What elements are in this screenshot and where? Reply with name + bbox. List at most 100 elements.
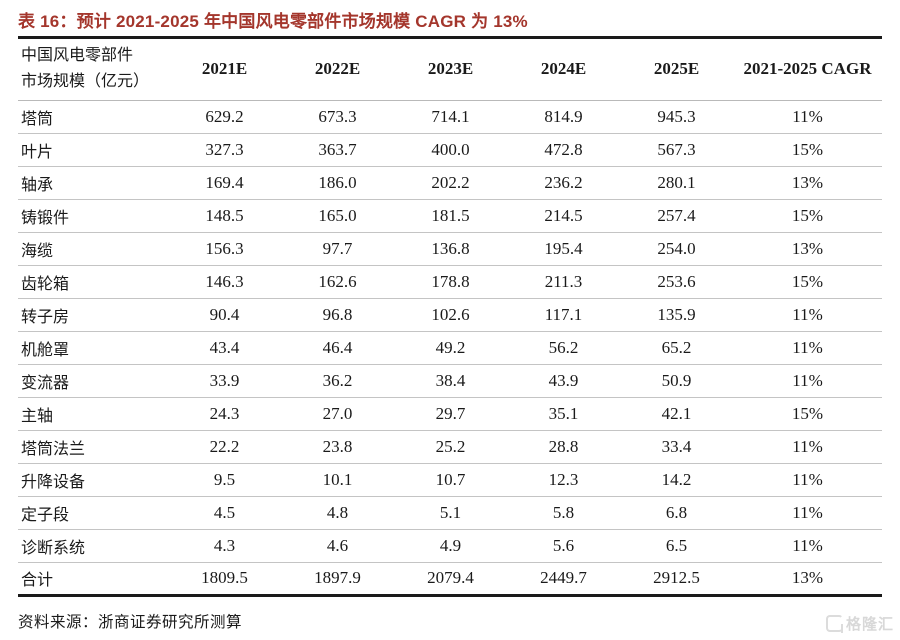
cell-value: 22.2 bbox=[168, 430, 281, 464]
table-title: 表 16：预计 2021-2025 年中国风电零部件市场规模 CAGR 为 13… bbox=[18, 12, 528, 31]
cell-value: 24.3 bbox=[168, 397, 281, 431]
cell-value: 2449.7 bbox=[507, 562, 620, 597]
cell-value: 9.5 bbox=[168, 463, 281, 497]
cell-value: 629.2 bbox=[168, 100, 281, 134]
cell-value: 195.4 bbox=[507, 232, 620, 266]
cell-value: 2912.5 bbox=[620, 562, 733, 597]
market-size-table: 中国风电零部件 市场规模（亿元） 2021E 2022E 2023E 2024E 202… bbox=[18, 36, 882, 597]
cell-value: 146.3 bbox=[168, 265, 281, 299]
cell-value: 2079.4 bbox=[394, 562, 507, 597]
table-row: 轴承 169.4 186.0 202.2 236.2 280.1 13% bbox=[18, 166, 882, 200]
cell-value: 43.4 bbox=[168, 331, 281, 365]
label-header-line1: 中国风电零部件 bbox=[21, 47, 134, 64]
table-label-header: 中国风电零部件 市场规模（亿元） bbox=[18, 37, 168, 101]
column-header: 2024E bbox=[507, 37, 620, 101]
cell-value: 15% bbox=[733, 199, 882, 233]
cell-value: 25.2 bbox=[394, 430, 507, 464]
gelonghui-logo-icon bbox=[825, 615, 844, 633]
cell-value: 29.7 bbox=[394, 397, 507, 431]
cell-value: 14.2 bbox=[620, 463, 733, 497]
cell-value: 236.2 bbox=[507, 166, 620, 200]
cell-value: 814.9 bbox=[507, 100, 620, 134]
cell-value: 97.7 bbox=[281, 232, 394, 266]
market-size-table-container: 中国风电零部件 市场规模（亿元） 2021E 2022E 2023E 2024E 202… bbox=[18, 36, 882, 597]
cell-value: 257.4 bbox=[620, 199, 733, 233]
row-label: 塔筒 bbox=[18, 100, 168, 134]
column-header: 2021E bbox=[168, 37, 281, 101]
cell-value: 169.4 bbox=[168, 166, 281, 200]
table-row: 变流器 33.9 36.2 38.4 43.9 50.9 11% bbox=[18, 364, 882, 398]
cell-value: 1897.9 bbox=[281, 562, 394, 597]
cell-value: 15% bbox=[733, 265, 882, 299]
row-label: 轴承 bbox=[18, 166, 168, 200]
cell-value: 11% bbox=[733, 364, 882, 398]
cell-value: 327.3 bbox=[168, 133, 281, 167]
table-body: 塔筒 629.2 673.3 714.1 814.9 945.3 11% 叶片 327.3 363… bbox=[18, 100, 882, 597]
cell-value: 56.2 bbox=[507, 331, 620, 365]
cell-value: 96.8 bbox=[281, 298, 394, 332]
cell-value: 136.8 bbox=[394, 232, 507, 266]
cell-value: 11% bbox=[733, 463, 882, 497]
row-label: 海缆 bbox=[18, 232, 168, 266]
cell-value: 363.7 bbox=[281, 133, 394, 167]
watermark: 格隆汇 bbox=[825, 613, 894, 634]
cell-value: 253.6 bbox=[620, 265, 733, 299]
cell-value: 202.2 bbox=[394, 166, 507, 200]
table-row: 塔筒 629.2 673.3 714.1 814.9 945.3 11% bbox=[18, 100, 882, 134]
cell-value: 35.1 bbox=[507, 397, 620, 431]
cell-value: 4.6 bbox=[281, 529, 394, 563]
table-row: 海缆 156.3 97.7 136.8 195.4 254.0 13% bbox=[18, 232, 882, 266]
column-header: 2023E bbox=[394, 37, 507, 101]
cell-value: 46.4 bbox=[281, 331, 394, 365]
row-label: 诊断系统 bbox=[18, 529, 168, 563]
cell-value: 162.6 bbox=[281, 265, 394, 299]
cell-value: 156.3 bbox=[168, 232, 281, 266]
cell-value: 714.1 bbox=[394, 100, 507, 134]
cell-value: 400.0 bbox=[394, 133, 507, 167]
cell-value: 10.1 bbox=[281, 463, 394, 497]
column-header: 2025E bbox=[620, 37, 733, 101]
cell-value: 4.9 bbox=[394, 529, 507, 563]
cell-value: 15% bbox=[733, 397, 882, 431]
row-label: 定子段 bbox=[18, 496, 168, 530]
cell-value: 23.8 bbox=[281, 430, 394, 464]
cell-value: 11% bbox=[733, 529, 882, 563]
cell-value: 5.1 bbox=[394, 496, 507, 530]
cell-value: 135.9 bbox=[620, 298, 733, 332]
cell-value: 43.9 bbox=[507, 364, 620, 398]
cell-value: 280.1 bbox=[620, 166, 733, 200]
table-row: 叶片 327.3 363.7 400.0 472.8 567.3 15% bbox=[18, 133, 882, 167]
cell-value: 178.8 bbox=[394, 265, 507, 299]
cell-value: 165.0 bbox=[281, 199, 394, 233]
row-label: 合计 bbox=[18, 562, 168, 597]
cell-value: 472.8 bbox=[507, 133, 620, 167]
cell-value: 6.8 bbox=[620, 496, 733, 530]
cell-value: 11% bbox=[733, 298, 882, 332]
cell-value: 11% bbox=[733, 100, 882, 134]
cell-value: 102.6 bbox=[394, 298, 507, 332]
cell-value: 5.6 bbox=[507, 529, 620, 563]
table-row: 转子房 90.4 96.8 102.6 117.1 135.9 11% bbox=[18, 298, 882, 332]
table-row: 铸锻件 148.5 165.0 181.5 214.5 257.4 15% bbox=[18, 199, 882, 233]
table-row: 定子段 4.5 4.8 5.1 5.8 6.8 11% bbox=[18, 496, 882, 530]
cell-value: 945.3 bbox=[620, 100, 733, 134]
row-label: 升降设备 bbox=[18, 463, 168, 497]
column-header: 2022E bbox=[281, 37, 394, 101]
cell-value: 42.1 bbox=[620, 397, 733, 431]
cell-value: 49.2 bbox=[394, 331, 507, 365]
row-label: 铸锻件 bbox=[18, 199, 168, 233]
row-label: 塔筒法兰 bbox=[18, 430, 168, 464]
cell-value: 4.5 bbox=[168, 496, 281, 530]
cell-value: 10.7 bbox=[394, 463, 507, 497]
cell-value: 13% bbox=[733, 166, 882, 200]
table-row: 齿轮箱 146.3 162.6 178.8 211.3 253.6 15% bbox=[18, 265, 882, 299]
cell-value: 28.8 bbox=[507, 430, 620, 464]
cell-value: 36.2 bbox=[281, 364, 394, 398]
cell-value: 117.1 bbox=[507, 298, 620, 332]
cell-value: 65.2 bbox=[620, 331, 733, 365]
label-header-line2: 市场规模（亿元） bbox=[21, 73, 150, 91]
cell-value: 186.0 bbox=[281, 166, 394, 200]
cell-value: 27.0 bbox=[281, 397, 394, 431]
column-header: 2021-2025 CAGR bbox=[733, 37, 882, 101]
